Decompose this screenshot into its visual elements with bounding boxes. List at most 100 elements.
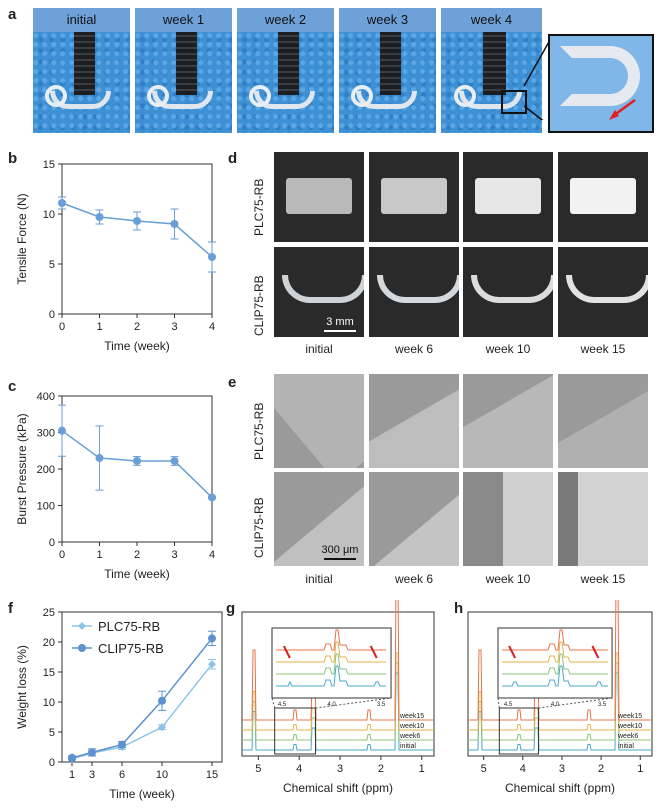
photo-label: initial (33, 8, 130, 32)
data-point (133, 217, 141, 225)
photo-label: week 2 (237, 8, 334, 32)
series-line (71, 663, 213, 760)
photo-clip-initial (274, 247, 364, 337)
nmr-trace (468, 600, 652, 721)
chart-weight-loss: 1 3 6 10 15 0 5 10 15 20 25 Time (week) Weight loss … (15, 607, 223, 801)
y-tick-label: 0 (49, 309, 55, 321)
x-tick-label: 1 (96, 321, 102, 333)
plot-frame (61, 611, 223, 763)
trace-label: week15 (617, 713, 642, 720)
red-arrow-icon (282, 645, 291, 659)
sem-plc-week15 (558, 374, 648, 468)
inset-tick-label: 4.5 (504, 702, 513, 708)
row-label: PLC75-RB (252, 402, 266, 460)
inset-trace (276, 665, 386, 687)
inset-tick-label: 3.5 (377, 702, 386, 708)
col-label: week 10 (485, 572, 531, 586)
data-point (58, 426, 66, 435)
data-point (208, 253, 216, 261)
nmr-spectrum-h: initial week6 week10 week15 4.5 4.0 3.5 5 4 3 2 1 Ch… (467, 600, 653, 795)
data-point (133, 456, 141, 465)
nmr-trace (468, 662, 652, 741)
col-label: initial (305, 342, 333, 356)
data-point (170, 220, 179, 228)
col-label: week 15 (580, 342, 626, 356)
x-axis-label: Time (week) (109, 787, 175, 801)
inset-trace (502, 665, 608, 687)
x-tick-label: 4 (520, 763, 526, 775)
x-tick-label: 0 (59, 549, 65, 561)
panel-letter-e: e (228, 374, 237, 391)
y-tick-label: 5 (49, 259, 55, 271)
x-tick-label: 4 (209, 321, 215, 333)
zoom-region-box (274, 707, 317, 755)
x-tick-label: 2 (134, 321, 140, 333)
y-tick-label: 100 (37, 501, 55, 513)
x-tick-label: 2 (134, 549, 140, 561)
x-tick-label: 10 (156, 769, 168, 781)
legend-label: CLIP75-RB (98, 641, 164, 656)
data-point (68, 753, 76, 762)
sem-clip-week6 (369, 472, 459, 566)
data-point (208, 493, 216, 502)
series-line (71, 637, 213, 759)
col-label: week 15 (580, 572, 626, 586)
x-tick-label: 2 (378, 763, 384, 775)
red-arrow-icon (591, 645, 600, 659)
col-label: initial (305, 572, 333, 586)
sem-plc-week10 (463, 374, 553, 468)
inset-tick-label: 4.0 (327, 702, 336, 708)
inset-frame (271, 627, 392, 699)
plot-frame (467, 611, 653, 757)
y-tick-label: 400 (37, 391, 55, 403)
photo-plc-week15 (558, 152, 648, 242)
panel-letter-c: c (8, 378, 17, 395)
photo-label: week 3 (339, 8, 436, 32)
y-tick-label: 15 (43, 667, 55, 679)
photo-label: week 1 (135, 8, 232, 32)
data-point (208, 634, 216, 643)
x-tick-label: 5 (255, 763, 261, 775)
legend-marker (78, 644, 86, 652)
scale-bar-label: 3 mm (326, 316, 354, 328)
sem-clip-week10 (463, 472, 553, 566)
trace-label: week15 (399, 713, 424, 720)
zoom-box (501, 90, 527, 114)
scale-bar-label: 300 μm (321, 544, 359, 556)
data-point (58, 199, 66, 207)
nmr-trace (468, 652, 652, 731)
inset-frame (497, 627, 613, 699)
zoom-link (271, 697, 276, 709)
x-tick-label: 3 (337, 763, 343, 775)
x-tick-label: 3 (171, 549, 177, 561)
x-tick-label: 6 (119, 769, 125, 781)
y-tick-label: 10 (43, 209, 55, 221)
chart-tensile-force: 0 1 2 3 4 0 5 10 15 Time (week) Tensile Force (N) (15, 159, 216, 353)
panel-letter-b: b (8, 150, 18, 167)
x-axis-label: Chemical shift (ppm) (505, 781, 615, 795)
x-tick-label: 0 (59, 321, 65, 333)
y-tick-label: 15 (43, 159, 55, 171)
data-point (95, 454, 104, 463)
inset-trace (276, 641, 386, 663)
photo-clip-week15 (558, 247, 648, 337)
trace-label: week6 (617, 733, 638, 740)
plot-frame (61, 395, 213, 543)
inset-trace (276, 629, 386, 651)
col-label: week 6 (394, 572, 434, 586)
row-label: PLC75-RB (252, 178, 266, 236)
row-label: CLIP75-RB (252, 497, 266, 558)
zoom-link (315, 697, 392, 709)
nmr-spectrum-g: initial week6 week10 week15 4.5 4.0 3.5 5 4 3 2 1 Ch… (241, 600, 435, 795)
y-tick-label: 200 (37, 464, 55, 476)
inset-tick-label: 4.5 (278, 702, 287, 708)
x-axis-label: Time (week) (104, 567, 170, 581)
photo-clip-week10 (463, 247, 553, 337)
x-axis-label: Chemical shift (ppm) (283, 781, 393, 795)
nmr-trace (242, 672, 434, 751)
zoom-inset (548, 34, 654, 133)
data-point (158, 696, 166, 705)
zoom-link (497, 697, 500, 709)
photo-label: week 4 (441, 8, 542, 32)
x-tick-label: 4 (209, 549, 215, 561)
